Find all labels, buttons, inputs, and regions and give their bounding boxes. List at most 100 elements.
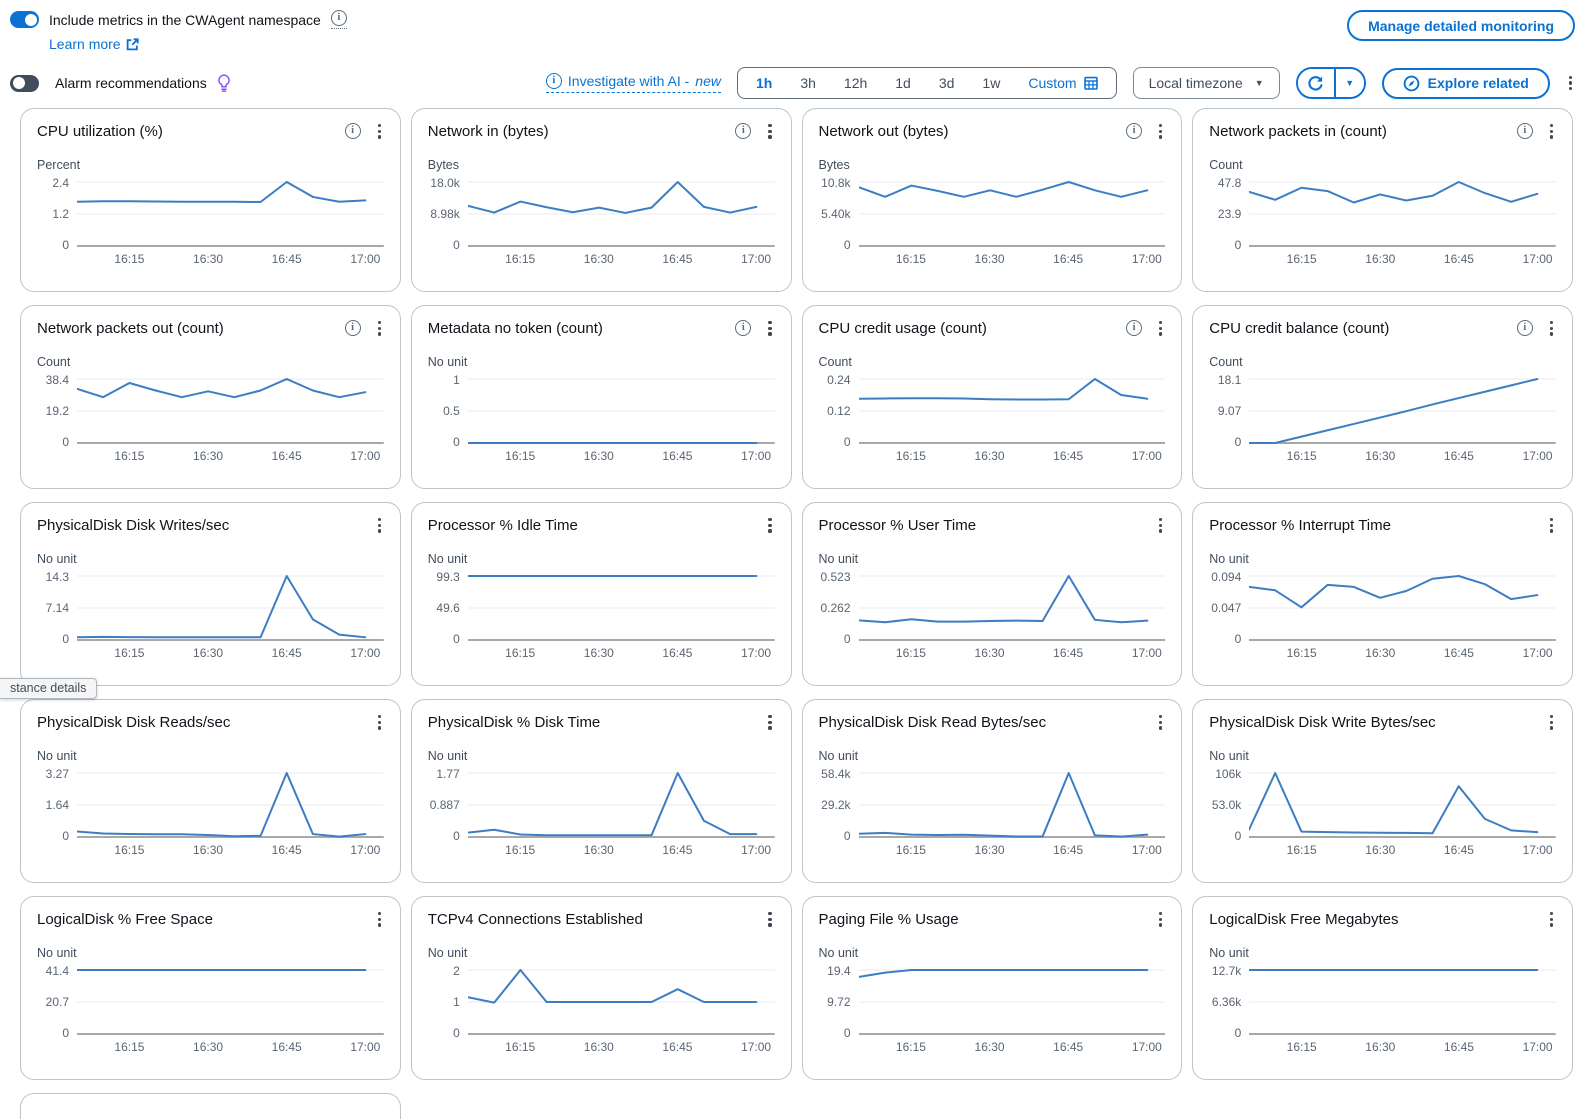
investigate-with-ai-link[interactable]: i Investigate with AI - new — [545, 73, 721, 93]
x-tick-label: 16:15 — [1286, 251, 1317, 266]
chart-actions-menu[interactable] — [1547, 713, 1556, 732]
chart-actions-menu[interactable] — [375, 516, 384, 535]
info-icon[interactable]: i — [330, 10, 347, 26]
metric-chart-card: Processor % Interrupt Time No unit 0.094… — [1192, 502, 1573, 686]
x-tick-label: 16:15 — [895, 842, 926, 857]
chart-actions-menu[interactable] — [1156, 910, 1165, 929]
time-range-12h[interactable]: 12h — [830, 69, 881, 97]
metric-chart-card: CPU utilization (%) i Percent 2.4 1.2 0 — [20, 108, 401, 292]
investigate-ai-new-badge: new — [695, 73, 721, 89]
time-range-3d[interactable]: 3d — [925, 69, 969, 97]
cwagent-namespace-toggle[interactable] — [10, 11, 39, 28]
x-tick-label: 17:00 — [1522, 1039, 1553, 1054]
chart-info-icon[interactable]: i — [735, 320, 752, 337]
metric-chart-card: TCPv4 Connections Established No unit 2 … — [410, 896, 792, 1080]
chart-actions-menu[interactable] — [765, 910, 774, 929]
plot-area[interactable]: 16:15 16:30 16:45 17:00 — [859, 378, 1166, 465]
plot-area[interactable]: 16:15 16:30 16:45 17:00 — [859, 181, 1166, 268]
plot-area[interactable]: 16:15 16:30 16:45 17:00 — [77, 772, 384, 859]
metric-chart-card: CPU credit usage (count) i Count 0.24 0.… — [801, 305, 1183, 489]
plot-area[interactable]: 16:15 16:30 16:45 17:00 — [468, 772, 775, 859]
chart-actions-menu[interactable] — [375, 713, 384, 732]
plot-area[interactable]: 16:15 16:30 16:45 17:00 — [1249, 575, 1556, 662]
chart-actions-menu[interactable] — [765, 319, 774, 338]
chart-info-icon[interactable]: i — [735, 123, 752, 140]
plot-area[interactable]: 16:15 16:30 16:45 17:00 — [468, 181, 775, 268]
time-range-1h[interactable]: 1h — [742, 69, 786, 97]
learn-more-link[interactable]: Learn more — [49, 36, 139, 52]
page-actions-menu[interactable] — [1566, 74, 1575, 93]
time-range-3h[interactable]: 3h — [786, 69, 830, 97]
chart-actions-menu[interactable] — [375, 122, 384, 141]
time-range-custom[interactable]: Custom — [1014, 69, 1111, 97]
plot-area[interactable]: 16:15 16:30 16:45 17:00 — [1249, 181, 1556, 268]
data-line — [468, 182, 756, 213]
manage-detailed-monitoring-button[interactable]: Manage detailed monitoring — [1347, 10, 1575, 41]
y-axis: 58.4k 29.2k 0 — [819, 767, 859, 843]
y-tick-label: 1.64 — [45, 797, 69, 812]
chart-unit-label: Count — [1209, 157, 1243, 172]
chart-actions-menu[interactable] — [765, 516, 774, 535]
chart-unit-label: No unit — [1209, 945, 1249, 960]
x-axis: 16:15 16:30 16:45 17:00 — [859, 646, 1166, 662]
x-tick-label: 16:30 — [583, 1039, 614, 1054]
alarm-recommendations-toggle[interactable] — [10, 74, 39, 92]
time-range-1w[interactable]: 1w — [968, 69, 1014, 97]
chart-info-icon[interactable]: i — [344, 123, 361, 140]
x-axis: 16:15 16:30 16:45 17:00 — [77, 449, 384, 465]
x-tick-label: 17:00 — [350, 1039, 381, 1054]
plot-area[interactable]: 16:15 16:30 16:45 17:00 — [468, 969, 775, 1056]
chart-actions-menu[interactable] — [1547, 910, 1556, 929]
timezone-selector[interactable]: Local timezone ▼ — [1132, 67, 1280, 99]
chart-actions-menu[interactable] — [1156, 319, 1165, 338]
chart-unit-label: No unit — [427, 748, 468, 763]
plot-area[interactable]: 16:15 16:30 16:45 17:00 — [468, 378, 775, 465]
explore-related-button[interactable]: Explore related — [1381, 67, 1550, 99]
chart-actions-menu[interactable] — [1547, 122, 1556, 141]
chart-canvas — [77, 575, 384, 641]
y-tick-label: 1.2 — [52, 206, 69, 221]
chart-actions-menu[interactable] — [375, 319, 384, 338]
plot-area[interactable]: 16:15 16:30 16:45 17:00 — [1249, 378, 1556, 465]
chart-info-icon[interactable]: i — [1516, 123, 1533, 140]
y-axis: 38.4 19.2 0 — [37, 373, 77, 449]
chart-info-icon[interactable]: i — [1516, 320, 1533, 337]
plot-area[interactable]: 16:15 16:30 16:45 17:00 — [859, 575, 1166, 662]
chart-unit-label: No unit — [427, 354, 468, 369]
plot-area[interactable]: 16:15 16:30 16:45 17:00 — [1249, 969, 1556, 1056]
refresh-options-button[interactable]: ▼ — [1333, 69, 1364, 97]
plot-area[interactable]: 16:15 16:30 16:45 17:00 — [859, 969, 1166, 1056]
plot-area[interactable]: 16:15 16:30 16:45 17:00 — [1249, 772, 1556, 859]
chart-actions-menu[interactable] — [1547, 516, 1556, 535]
plot-area[interactable]: 16:15 16:30 16:45 17:00 — [859, 772, 1166, 859]
plot-area[interactable]: 16:15 16:30 16:45 17:00 — [77, 969, 384, 1056]
chart-info-icon[interactable]: i — [1126, 123, 1143, 140]
y-tick-label: 0 — [453, 237, 460, 252]
refresh-button[interactable] — [1297, 69, 1334, 97]
plot-area[interactable]: 16:15 16:30 16:45 17:00 — [77, 575, 384, 662]
x-axis: 16:15 16:30 16:45 17:00 — [468, 1040, 775, 1056]
custom-range-label: Custom — [1028, 75, 1077, 91]
chart-actions-menu[interactable] — [765, 713, 774, 732]
y-tick-label: 19.2 — [45, 403, 69, 418]
chart-unit-label: Percent — [37, 157, 81, 172]
ai-info-icon: i — [545, 73, 562, 89]
chart-canvas — [77, 181, 384, 247]
x-tick-label: 16:45 — [271, 448, 302, 463]
chart-actions-menu[interactable] — [1156, 516, 1165, 535]
chart-actions-menu[interactable] — [765, 122, 774, 141]
x-axis: 16:15 16:30 16:45 17:00 — [859, 1040, 1166, 1056]
chart-info-icon[interactable]: i — [1126, 320, 1143, 337]
chart-actions-menu[interactable] — [375, 910, 384, 929]
x-tick-label: 17:00 — [350, 251, 381, 266]
chart-actions-menu[interactable] — [1156, 122, 1165, 141]
time-range-1d[interactable]: 1d — [881, 69, 925, 97]
plot-area[interactable]: 16:15 16:30 16:45 17:00 — [77, 181, 384, 268]
x-tick-label: 16:45 — [662, 645, 693, 660]
chart-actions-menu[interactable] — [1156, 713, 1165, 732]
plot-area[interactable]: 16:15 16:30 16:45 17:00 — [468, 575, 775, 662]
chart-unit-label: No unit — [818, 551, 859, 566]
chart-info-icon[interactable]: i — [344, 320, 361, 337]
plot-area[interactable]: 16:15 16:30 16:45 17:00 — [77, 378, 384, 465]
chart-actions-menu[interactable] — [1547, 319, 1556, 338]
